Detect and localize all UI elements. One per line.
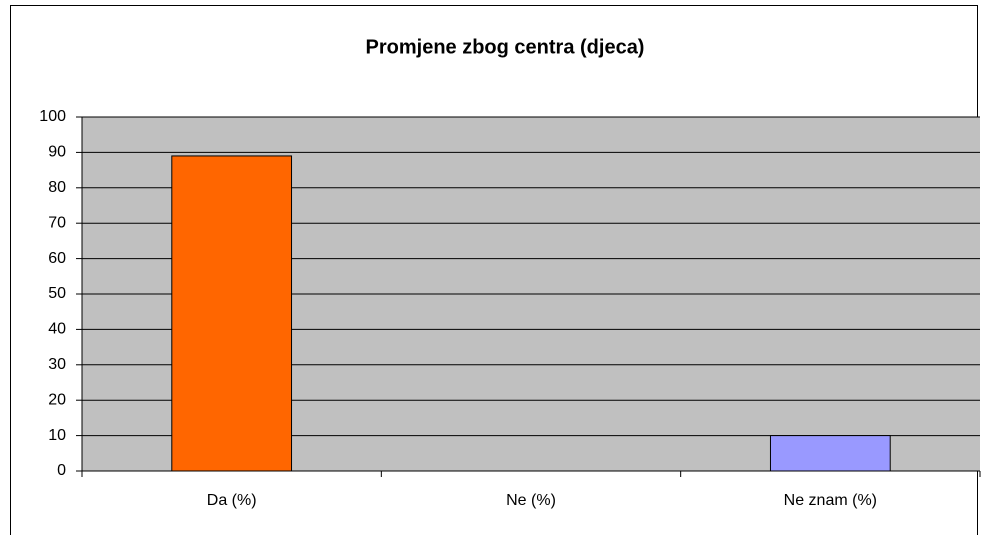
bar <box>769 435 891 472</box>
y-tick-label: 60 <box>48 250 66 267</box>
y-tick-label: 20 <box>48 391 66 408</box>
x-tick-label: Da (%) <box>207 492 257 509</box>
x-tick-label: Ne (%) <box>506 492 556 509</box>
x-tick-label: Ne znam (%) <box>784 492 877 509</box>
y-tick-label: 40 <box>48 321 66 338</box>
y-tick-label: 50 <box>48 285 66 302</box>
y-tick-label: 90 <box>48 144 66 161</box>
y-tick-label: 80 <box>48 179 66 196</box>
y-tick-label: 70 <box>48 214 66 231</box>
y-tick-label: 10 <box>48 427 66 444</box>
y-tick-label: 100 <box>39 108 66 125</box>
y-tick-label: 30 <box>48 356 66 373</box>
y-tick-label: 0 <box>57 462 66 479</box>
bar <box>171 155 293 472</box>
chart-title: Promjene zbog centra (djeca) <box>366 36 645 58</box>
